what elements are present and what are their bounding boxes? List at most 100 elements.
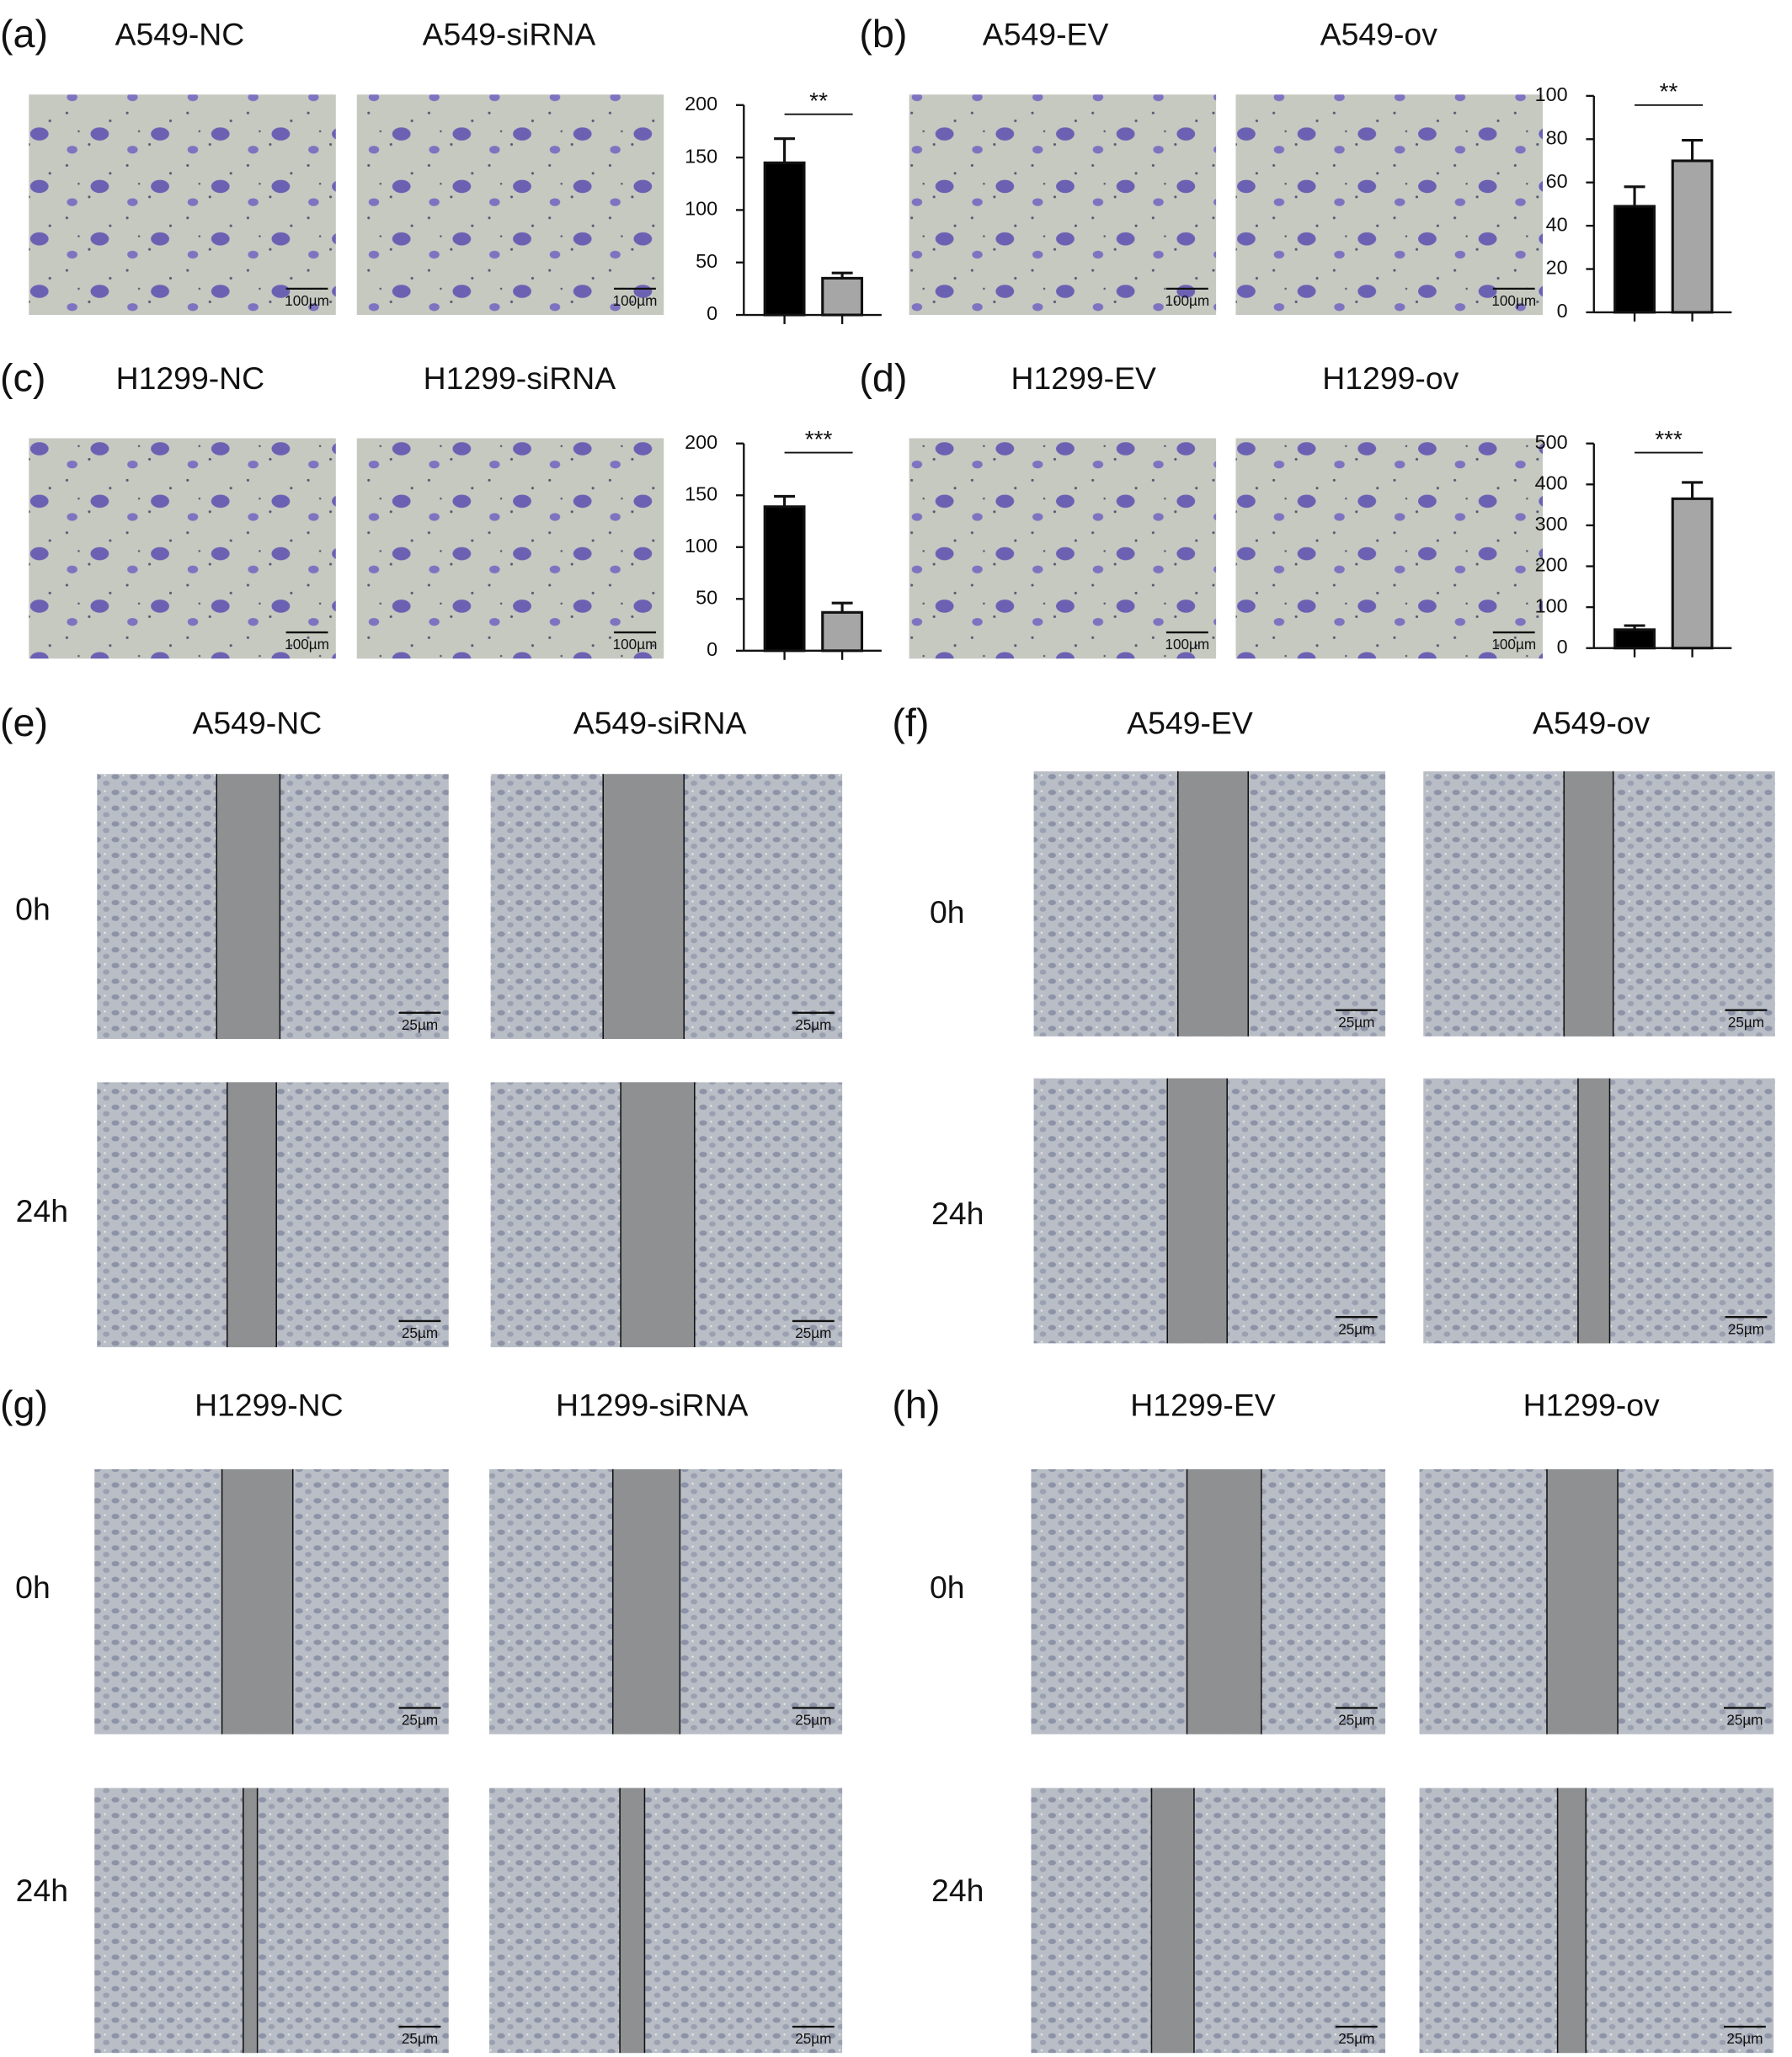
y-tick-label: 200 <box>685 93 717 115</box>
bar <box>821 610 864 653</box>
scale-bar-label: 25µm <box>1338 1014 1374 1031</box>
y-tick-label: 400 <box>1535 472 1568 493</box>
sample-title: A549-NC <box>115 17 245 52</box>
panel-label: (g) <box>0 1383 48 1426</box>
sample-title: H1299-ov <box>1523 1388 1660 1423</box>
bar <box>821 276 864 317</box>
y-tick-label: 50 <box>696 586 717 608</box>
time-label: 0h <box>930 1569 965 1605</box>
scale-bar-label: 25µm <box>1728 1014 1764 1031</box>
y-tick-label: 0 <box>1557 300 1568 322</box>
micrograph <box>29 438 336 659</box>
sample-title: H1299-siRNA <box>424 360 616 396</box>
y-tick-label: 0 <box>1557 636 1568 658</box>
scale-bar-label: 100µm <box>1491 636 1536 653</box>
micrograph <box>909 94 1217 316</box>
sample-title: A549-EV <box>983 17 1109 52</box>
y-tick-label: 80 <box>1546 126 1568 148</box>
wound-gap <box>221 1468 293 1735</box>
y-tick-label: 150 <box>685 145 717 167</box>
scale-bar-label: 25µm <box>795 2030 831 2047</box>
time-label: 0h <box>15 1569 51 1605</box>
wound-gap <box>243 1788 258 2054</box>
y-tick-label: 0 <box>707 302 717 324</box>
y-tick-label: 50 <box>696 250 717 272</box>
y-tick-label: 200 <box>1535 554 1568 576</box>
scale-bar-label: 100µm <box>1165 636 1209 653</box>
panel-label: (a) <box>0 12 48 56</box>
sample-title: A549-ov <box>1320 17 1438 52</box>
panel-label: (h) <box>892 1383 940 1426</box>
scale-bar-label: 25µm <box>402 2030 438 2047</box>
time-label: 0h <box>930 894 965 930</box>
scale-bar-label: 25µm <box>795 1324 831 1341</box>
scale-bar-label: 25µm <box>1338 1320 1374 1337</box>
y-tick-label: 300 <box>1535 513 1568 535</box>
y-tick-label: 200 <box>685 431 717 453</box>
scale-bar-label: 25µm <box>402 1712 438 1729</box>
y-tick-label: 500 <box>1535 431 1568 453</box>
sample-title: H1299-ov <box>1322 360 1459 396</box>
panel-label: (c) <box>0 355 45 399</box>
scale-bar-label: 25µm <box>1338 2030 1374 2047</box>
y-tick-label: 60 <box>1546 170 1568 192</box>
scale-bar-label: 25µm <box>795 1016 831 1033</box>
significance-label: *** <box>805 426 833 452</box>
y-tick-label: 0 <box>707 638 717 660</box>
panel-label: (b) <box>859 12 907 56</box>
sample-title: A549-NC <box>192 706 322 741</box>
micrograph <box>1031 1788 1386 2054</box>
bar <box>1613 205 1656 314</box>
micrograph <box>356 438 664 659</box>
wound-gap <box>1546 1468 1619 1735</box>
sample-title: A549-siRNA <box>573 706 747 741</box>
wound-gap <box>603 774 685 1039</box>
micrograph <box>489 1788 843 2054</box>
time-label: 24h <box>16 1193 68 1228</box>
panel-label: (f) <box>892 701 929 744</box>
sample-title: H1299-EV <box>1011 360 1157 396</box>
wound-gap <box>1167 1078 1228 1344</box>
significance-label: ** <box>809 88 828 114</box>
micrograph <box>356 94 664 316</box>
y-tick-label: 40 <box>1546 213 1568 235</box>
bar <box>1613 628 1656 650</box>
micrograph <box>29 94 336 316</box>
wound-gap <box>620 1788 645 2054</box>
scale-bar-label: 100µm <box>613 292 658 309</box>
micrograph <box>909 438 1217 659</box>
micrograph <box>1235 438 1544 659</box>
scale-bar-label: 25µm <box>1726 2030 1763 2047</box>
sample-title: H1299-EV <box>1130 1388 1276 1423</box>
wound-gap <box>621 1082 695 1348</box>
time-label: 24h <box>931 1196 984 1231</box>
time-label: 24h <box>16 1873 68 1908</box>
y-tick-label: 100 <box>685 535 717 557</box>
scale-bar-label: 25µm <box>1726 1712 1763 1729</box>
scale-bar-label: 100µm <box>285 636 329 653</box>
scale-bar-label: 25µm <box>795 1712 831 1729</box>
bar <box>1671 497 1714 650</box>
bar <box>763 505 806 653</box>
sample-title: A549-siRNA <box>423 17 596 52</box>
micrograph <box>1419 1788 1774 2054</box>
wound-gap <box>1177 771 1249 1036</box>
time-label: 24h <box>931 1873 984 1908</box>
wound-gap <box>612 1468 680 1735</box>
significance-label: ** <box>1660 78 1678 104</box>
sample-title: H1299-NC <box>116 360 265 396</box>
sample-title: A549-ov <box>1533 706 1651 741</box>
scale-bar-label: 100µm <box>1491 292 1536 309</box>
y-tick-label: 100 <box>685 198 717 220</box>
scale-bar-label: 25µm <box>1338 1712 1374 1729</box>
micrograph <box>1235 94 1544 316</box>
panel-label: (d) <box>859 355 907 399</box>
bar <box>1671 159 1714 314</box>
scale-bar-label: 100µm <box>1165 292 1209 309</box>
wound-gap <box>1187 1468 1261 1735</box>
sample-title: H1299-NC <box>195 1388 344 1423</box>
wound-gap <box>1577 1078 1610 1344</box>
wound-gap <box>227 1082 277 1348</box>
scale-bar-label: 100µm <box>613 636 658 653</box>
